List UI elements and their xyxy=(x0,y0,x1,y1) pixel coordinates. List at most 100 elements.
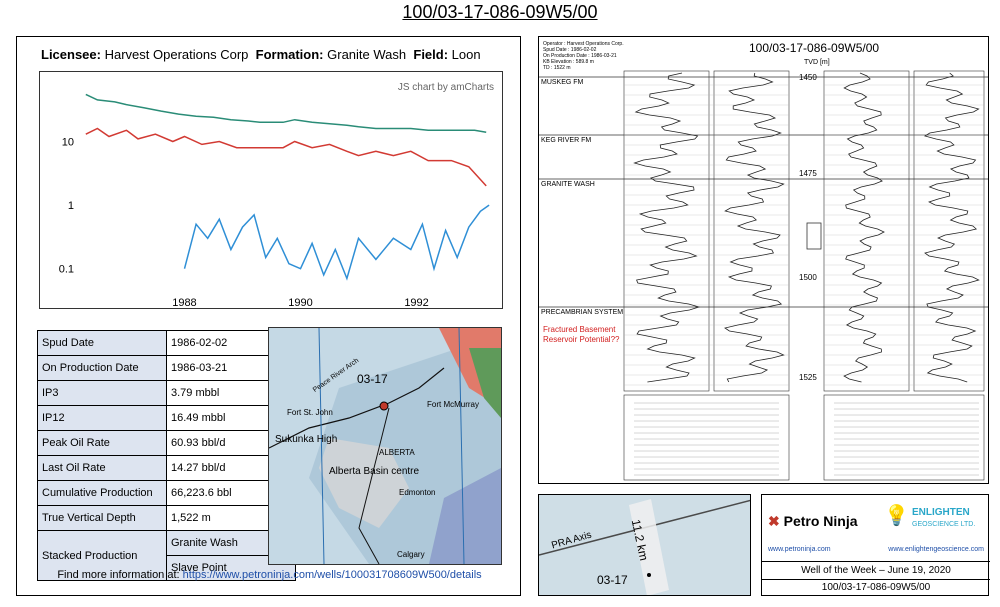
well-log-panel: 100/03-17-086-09W5/00 Operator : Harvest… xyxy=(538,36,989,484)
log-footer-table-left xyxy=(623,394,790,481)
depth-1450: 1450 xyxy=(799,73,817,82)
well-of-week: Well of the Week – June 19, 2020 xyxy=(762,561,990,576)
log-header-line: Spud Date : 1986-02-02 xyxy=(543,47,597,53)
formation-value: Granite Wash xyxy=(327,47,407,62)
production-chart-frame: 10 1 0.1 1988 1990 1992 JS chart by amCharts xyxy=(39,71,503,309)
info-row: On Production Date 1986-03-21 xyxy=(37,355,296,381)
log-footer-table-right xyxy=(823,394,985,481)
info-row: Cumulative Production 66,223.6 bbl xyxy=(37,480,296,506)
info-row: True Vertical Depth 1,522 m xyxy=(37,505,296,531)
field-value: Loon xyxy=(451,47,481,62)
log-scale-icon xyxy=(806,222,822,250)
depth-1475: 1475 xyxy=(799,169,817,178)
info-label: Peak Oil Rate xyxy=(37,430,167,456)
log-track-2 xyxy=(713,70,790,392)
info-label: Cumulative Production xyxy=(37,480,167,506)
enlighten-sub: GEOSCIENCE LTD. xyxy=(912,521,976,528)
info-row: IP12 16.49 mbbl xyxy=(37,405,296,431)
pra-well-label: 03-17 xyxy=(597,573,628,587)
map-label-edmonton: Edmonton xyxy=(399,488,436,497)
enlighten-logo: 💡 ENLIGHTEN GEOSCIENCE LTD. xyxy=(884,503,975,528)
enlighten-url[interactable]: www.enlightengeoscience.com xyxy=(888,546,984,553)
map-label-sukunka: Sukunka High xyxy=(275,434,338,445)
map-label-alberta: ALBERTA xyxy=(379,448,415,457)
production-chart: 10 1 0.1 1988 1990 1992 xyxy=(59,93,490,308)
petro-ninja-name: Petro Ninja xyxy=(783,513,858,529)
info-label: Spud Date xyxy=(37,330,167,356)
series-line-2 xyxy=(85,127,487,187)
formation-label: Formation: xyxy=(255,47,324,62)
petro-ninja-logo: ✖ Petro Ninja xyxy=(768,513,858,530)
series-line-3 xyxy=(183,204,490,281)
info-label: Last Oil Rate xyxy=(37,455,167,481)
ninja-icon: ✖ xyxy=(768,513,780,529)
pra-axis-map: PRA Axis 11.2 km 03-17 xyxy=(538,494,751,596)
log-track-1 xyxy=(623,70,710,392)
brand-urls: www.petroninja.com www.enlightengeoscien… xyxy=(768,546,984,553)
info-label: On Production Date xyxy=(37,355,167,381)
info-label: IP12 xyxy=(37,405,167,431)
info-row: Spud Date 1986-02-02 xyxy=(37,330,296,356)
x-tick-label: 1988 xyxy=(172,297,196,308)
field-label: Field: xyxy=(413,47,449,62)
enlighten-name: ENLIGHTEN xyxy=(912,507,970,518)
formation-label-2: KEG RIVER FM xyxy=(541,137,592,144)
licensee-label: Licensee: xyxy=(41,47,101,62)
map-label-basin: Alberta Basin centre xyxy=(329,466,420,477)
log-header-line: TD : 1522 m xyxy=(543,65,571,71)
info-row: IP3 3.79 mbbl xyxy=(37,380,296,406)
footer-link-line: Find more information at: https://www.pe… xyxy=(17,569,522,581)
tvd-label: TVD [m] xyxy=(804,59,830,66)
log-header-line: On Production Date : 1986-03-21 xyxy=(543,53,617,59)
production-subtitle: Licensee: Harvest Operations Corp Format… xyxy=(41,47,521,62)
page-title: 100/03-17-086-09W5/00 xyxy=(402,2,598,22)
log-header-line: Operator : Harvest Operations Corp. xyxy=(543,41,624,47)
chart-credit[interactable]: JS chart by amCharts xyxy=(397,82,494,93)
depth-1525: 1525 xyxy=(799,373,817,382)
brand-panel: ✖ Petro Ninja 💡 ENLIGHTEN GEOSCIENCE LTD… xyxy=(761,494,990,596)
log-curve-2 xyxy=(724,72,785,383)
log-curve-3 xyxy=(843,72,885,383)
info-row: Last Oil Rate 14.27 bbl/d xyxy=(37,455,296,481)
log-title: 100/03-17-086-09W5/00 xyxy=(749,41,880,55)
formation-label-3: GRANITE WASH xyxy=(541,181,595,188)
brand-uwi: 100/03-17-086-09W5/00 xyxy=(762,579,990,593)
y-tick-label: 1 xyxy=(68,200,74,212)
y-tick-label: 0.1 xyxy=(59,264,74,276)
log-track-4 xyxy=(913,70,985,392)
formation-label-1: MUSKEG FM xyxy=(541,79,584,86)
log-header: Operator : Harvest Operations Corp. Spud … xyxy=(543,41,624,71)
well-info-table: Spud Date 1986-02-02 On Production Date 198… xyxy=(37,330,296,581)
depth-1500: 1500 xyxy=(799,273,817,282)
log-curve-4 xyxy=(924,72,980,383)
formation-label-4: PRECAMBRIAN SYSTEM xyxy=(541,309,624,316)
petroninja-url[interactable]: www.petroninja.com xyxy=(768,546,831,553)
well-log-graphic xyxy=(539,70,988,481)
x-tick-label: 1992 xyxy=(404,297,428,308)
map-well-label: 03-17 xyxy=(357,372,388,386)
log-curve-1 xyxy=(633,72,701,383)
y-tick-label: 10 xyxy=(62,136,74,148)
info-label: IP3 xyxy=(37,380,167,406)
log-track-3 xyxy=(823,70,910,392)
well-summary-panel: Licensee: Harvest Operations Corp Format… xyxy=(16,36,521,596)
info-row: Peak Oil Rate 60.93 bbl/d xyxy=(37,430,296,456)
pra-map-graphic xyxy=(539,499,750,595)
log-header-line: KB Elevation : 589.8 m xyxy=(543,59,594,65)
log-annotation: Fractured Basement Reservoir Potential?? xyxy=(543,325,620,344)
series-line-1 xyxy=(85,93,487,133)
footer-prefix: Find more information at: xyxy=(57,569,183,581)
map-label-fort-mcmurray: Fort McMurray xyxy=(427,400,479,409)
map-label-calgary: Calgary xyxy=(397,550,425,559)
well-marker xyxy=(379,401,389,411)
x-tick-label: 1990 xyxy=(288,297,312,308)
info-label: True Vertical Depth xyxy=(37,505,167,531)
details-link[interactable]: https://www.petroninja.com/wells/1000317… xyxy=(182,569,482,581)
licensee-value: Harvest Operations Corp xyxy=(104,47,249,62)
map-label-fort-st-john: Fort St. John xyxy=(287,408,333,417)
regional-map: 03-17 Sukunka High Fort St. John ALBERTA… xyxy=(268,327,502,565)
regional-map-graphic xyxy=(269,328,501,564)
stacked-label: Stacked Production xyxy=(37,530,167,581)
stacked-row: Stacked Production Granite Wash xyxy=(37,530,296,581)
lightbulb-icon: 💡 xyxy=(884,505,909,527)
